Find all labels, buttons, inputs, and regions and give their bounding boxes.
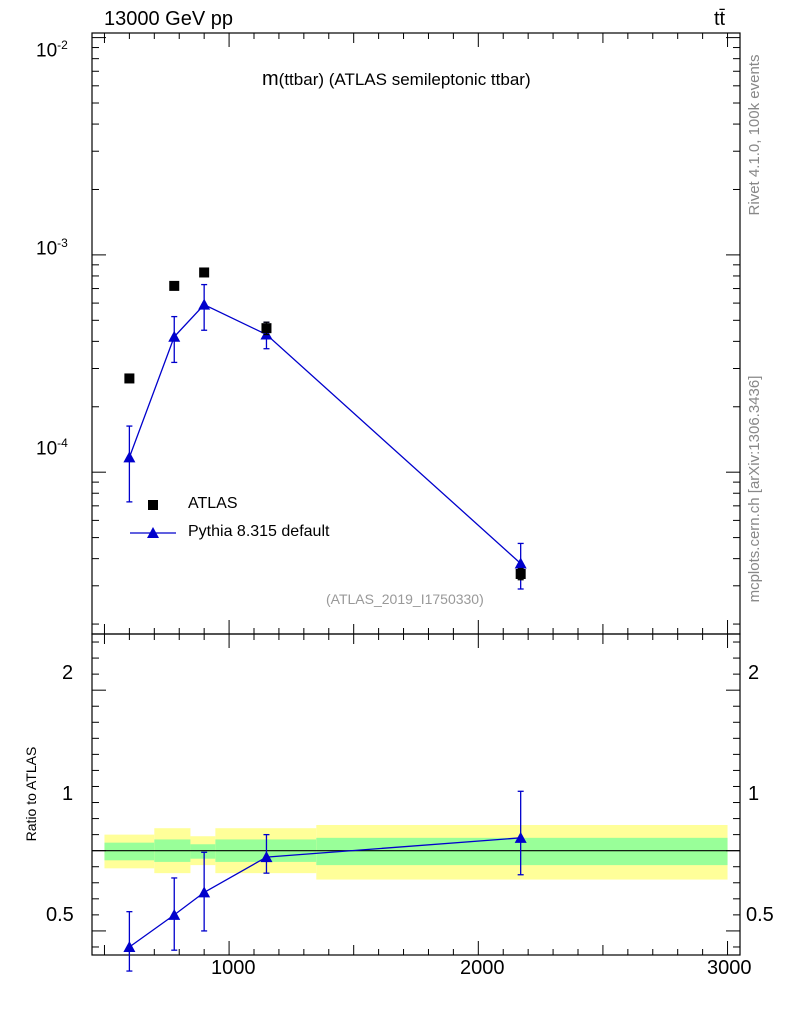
data-main-point <box>124 373 135 384</box>
legend-atlas-label: ATLAS <box>188 495 238 512</box>
ratio-band-inner <box>190 844 216 859</box>
rivet-version-label: Rivet 4.1.0, 100k events <box>746 54 763 216</box>
main-ytick-label: 10-3 <box>36 236 68 260</box>
ratio-y-axis-title: Ratio to ATLAS <box>23 746 39 842</box>
ratio-band-inner <box>104 842 155 861</box>
mc-ratio-point <box>168 908 181 920</box>
data-main-point <box>169 280 180 291</box>
mc-ratio-point <box>514 831 527 843</box>
mc-ratio-point <box>123 940 136 952</box>
mc-main-point <box>198 298 211 310</box>
data-main-point <box>515 568 526 579</box>
ratio-ytick-label-right: 2 <box>748 662 760 684</box>
legend-pythia-marker <box>147 527 159 538</box>
legend-pythia-label: Pythia 8.315 default <box>188 523 330 540</box>
ratio-panel-frame <box>91 633 741 956</box>
mc-main-point <box>123 451 136 463</box>
main-ytick-label: 10-4 <box>36 436 68 460</box>
plot-title-text: (ttbar) (ATLAS semileptonic ttbar) <box>278 70 531 89</box>
mc-main-point <box>514 557 527 569</box>
process-label: tt̄ <box>714 8 726 30</box>
plot-title-variable: m <box>262 68 279 90</box>
axis-ticks <box>92 33 740 955</box>
ratio-ytick-label-left: 1 <box>62 783 74 805</box>
xtick-label: 1000 <box>211 957 256 979</box>
ratio-ytick-label-left: 0.5 <box>46 904 74 926</box>
mc-series-main <box>123 283 527 590</box>
xtick-label: 3000 <box>707 957 752 979</box>
analysis-id-label: (ATLAS_2019_I1750330) <box>326 591 484 607</box>
data-series-main <box>124 267 526 581</box>
main-ytick-label: 10-2 <box>36 38 68 62</box>
mcplots-url-label: mcplots.cern.ch [arXiv:1306.3436] <box>746 375 763 603</box>
energy-label: 13000 GeV pp <box>104 8 233 30</box>
mc-series-ratio <box>123 790 527 972</box>
ratio-ytick-label-right: 1 <box>748 783 760 805</box>
ratio-ytick-label-left: 2 <box>62 662 74 684</box>
main-panel-frame <box>91 32 741 635</box>
mc-ratio-point <box>198 886 211 898</box>
data-main-point <box>199 267 210 278</box>
mc-main-point <box>168 330 181 342</box>
plot-title: m(ttbar) (ATLAS semileptonic ttbar) <box>262 68 531 91</box>
ratio-uncertainty-bands <box>104 824 728 880</box>
ratio-ytick-label-right: 0.5 <box>746 904 774 926</box>
legend-atlas-marker <box>148 500 158 510</box>
data-main-point <box>261 323 272 334</box>
mc-ratio-point <box>260 851 273 863</box>
xtick-label: 2000 <box>460 957 505 979</box>
